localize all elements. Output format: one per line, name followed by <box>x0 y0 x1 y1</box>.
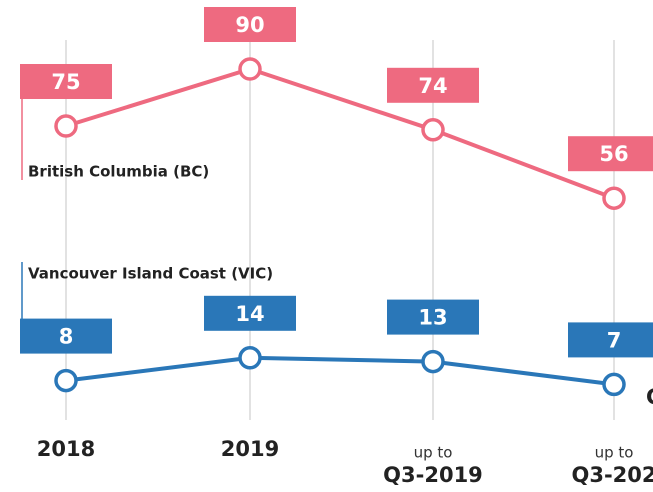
value-label-box <box>204 295 296 331</box>
value-label-box <box>568 322 653 358</box>
line <box>65 355 615 387</box>
annotation: C <box>646 385 653 409</box>
point <box>238 346 262 370</box>
value-label-box <box>387 299 479 335</box>
point <box>238 57 262 81</box>
value-label-box <box>568 136 653 172</box>
point <box>421 349 445 374</box>
point <box>421 118 445 142</box>
value-label-box <box>20 318 112 354</box>
value-label-box <box>204 7 296 42</box>
point <box>54 368 78 393</box>
value-label-box <box>20 64 112 99</box>
point <box>602 372 626 397</box>
value-label-box <box>387 67 479 103</box>
x-tick-label: Q3-2019 <box>383 463 483 487</box>
legend-label: British Columbia (BC) <box>28 163 209 181</box>
x-tick-label: 2018 <box>37 437 95 461</box>
x-tick-prefix: up to <box>414 444 453 462</box>
x-tick-prefix: up to <box>595 444 634 462</box>
x-tick-label: Q3-202 <box>571 463 653 487</box>
line <box>65 66 615 201</box>
value-label: 56 <box>599 142 628 166</box>
legend-label: Vancouver Island Coast (VIC) <box>28 265 273 283</box>
value-label: 75 <box>51 70 80 94</box>
value-label: 74 <box>418 74 447 98</box>
value-label: 8 <box>59 325 74 349</box>
point <box>602 186 626 210</box>
x-tick-label: 2019 <box>221 437 279 461</box>
point <box>54 114 78 138</box>
value-label: 7 <box>607 328 622 352</box>
value-label: 90 <box>235 13 264 37</box>
value-label: 13 <box>418 306 447 330</box>
value-label: 14 <box>235 302 264 326</box>
